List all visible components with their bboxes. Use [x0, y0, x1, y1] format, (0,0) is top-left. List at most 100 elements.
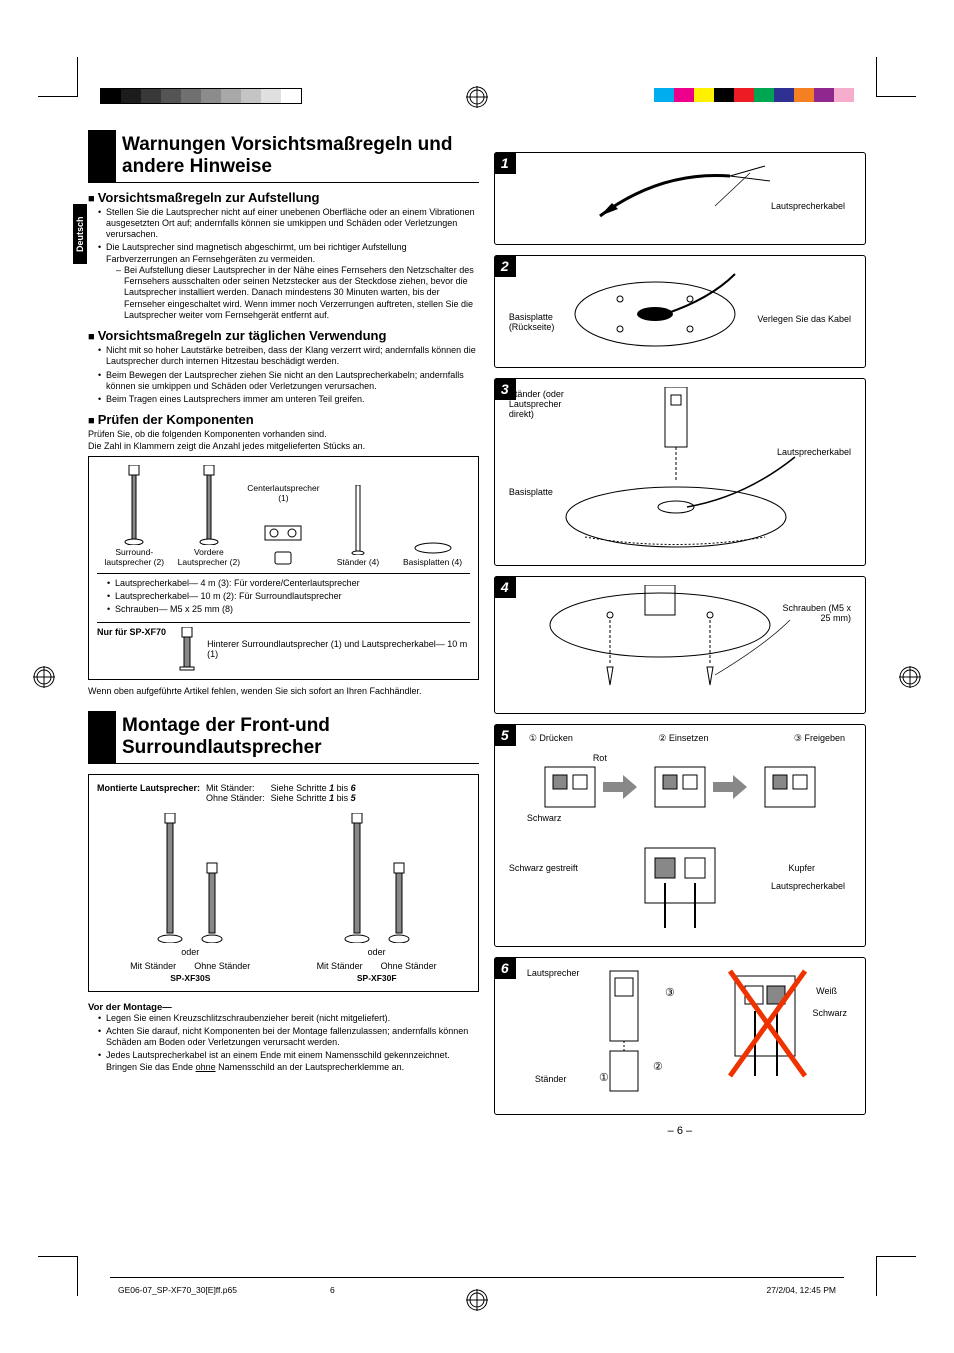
color-bar: [654, 88, 854, 102]
list-item: Beim Bewegen der Lautsprecher ziehen Sie…: [98, 370, 479, 393]
step-3: 3 Ständer (oder Lautsprecher direkt) Bas…: [494, 378, 866, 566]
label: Nur für SP-XF70: [97, 627, 166, 637]
assembly-col-right: [344, 813, 410, 943]
diagram-label: Lautsprecher: [527, 968, 580, 978]
daily-list: Nicht mit so hoher Lautstärke betreiben,…: [88, 345, 479, 405]
diagram-label: Schwarz: [527, 813, 562, 823]
terminal-closeup-diagram: [605, 843, 755, 933]
step-6: 6 ① ② ③: [494, 957, 866, 1115]
heading-setup: Vorsichtsmaßregeln zur Aufstellung: [88, 190, 479, 205]
label: Ohne Ständer:: [206, 793, 265, 803]
grayscale-bar: [100, 88, 302, 104]
step-5: 5 ① Drücken ② Einsetzen ③ Freigeben: [494, 724, 866, 947]
check-intro-2: Die Zahl in Klammern zeigt die Anzahl je…: [88, 441, 479, 452]
text: Drücken: [539, 733, 573, 743]
missing-note: Wenn oben aufgeführte Artikel fehlen, we…: [88, 686, 479, 697]
label: Hinterer Surroundlautsprecher (1) und La…: [207, 639, 470, 659]
diagram-label: Ständer: [535, 1074, 567, 1084]
stand-icon: [351, 485, 365, 555]
comp-front: Vordere Lautsprecher (2): [172, 465, 247, 567]
footer-date: 27/2/04, 12:45 PM: [767, 1285, 836, 1295]
speaker-no-stand-icon: [201, 813, 223, 943]
comp-center: Centerlautsprecher (1): [246, 483, 321, 567]
diagram-label: Ständer (oder Lautsprecher direkt): [509, 389, 589, 419]
page-content: Warnungen Vorsichtsmaßregeln und andere …: [88, 130, 866, 1260]
step-1: 1 Lautsprecherkabel: [494, 152, 866, 245]
footer-filename: GE06-07_SP-XF70_30[E]ff.p65: [118, 1285, 237, 1295]
remote-icon: [274, 551, 292, 565]
list-item: Achten Sie darauf, nicht Komponenten bei…: [98, 1026, 479, 1049]
diagram-label: Schwarz gestreift: [509, 863, 578, 873]
diagram-label: Schrauben (M5 x 25 mm): [771, 603, 851, 623]
label: Ohne Ständer: [381, 961, 437, 971]
diagram-label: Lautsprecherkabel: [771, 881, 845, 891]
list-subitem: Bei Aufstellung dieser Lautsprecher in d…: [116, 265, 479, 321]
diagram-label: Schwarz: [812, 1008, 847, 1018]
comp-xf70: Nur für SP-XF70 Hinterer Surroundlautspr…: [97, 622, 470, 671]
list-item: Nicht mit so hoher Lautstärke betreiben,…: [98, 345, 479, 368]
assembly-box: Montierte Lautsprecher: Mit Ständer: Ohn…: [88, 774, 479, 992]
diagram-label: Rot: [593, 753, 607, 763]
diagram-label: Lautsprecherkabel: [777, 447, 851, 457]
speaker-icon: [124, 465, 144, 545]
before-mount: Vor der Montage— Legen Sie einen Kreuzsc…: [88, 1002, 479, 1073]
svg-text:②: ②: [653, 1061, 663, 1073]
diagram-label: ① Drücken: [529, 733, 573, 744]
diagram-label: ② Einsetzen: [658, 733, 708, 744]
heading-assembly: Montage der Front-und Surroundlautsprech…: [88, 711, 479, 764]
list-item-text: Die Lautsprecher sind magnetisch abgesch…: [106, 242, 407, 263]
language-tab: Deutsch: [73, 204, 87, 264]
comp-stands: Ständer (4): [321, 485, 396, 567]
label: Ständer (4): [321, 557, 396, 567]
center-speaker-icon: [264, 525, 302, 541]
left-column: Warnungen Vorsichtsmaßregeln und andere …: [88, 130, 479, 1260]
assembly-col-left: [157, 813, 223, 943]
model-label: SP-XF30F: [357, 973, 397, 983]
registration-mark-icon: [466, 86, 488, 108]
label: bis: [334, 793, 351, 803]
label: Basisplatten (4): [395, 557, 470, 567]
model-label: SP-XF30S: [170, 973, 210, 983]
diagram-label: Verlegen Sie das Kabel: [757, 314, 851, 324]
crop-mark: [38, 1256, 78, 1276]
label: bis: [334, 783, 351, 793]
diagram-label: ③ Freigeben: [794, 733, 845, 744]
text: Freigeben: [804, 733, 845, 743]
list-item: Die Lautsprecher sind magnetisch abgesch…: [98, 242, 479, 321]
label: Centerlautsprecher (1): [246, 483, 321, 503]
text: Einsetzen: [669, 733, 709, 743]
heading-warnings: Warnungen Vorsichtsmaßregeln und andere …: [88, 130, 479, 183]
label: Mit Ständer: [317, 961, 363, 971]
list-item: Lautsprecherkabel— 10 m (2): Für Surroun…: [107, 591, 470, 602]
setup-list: Stellen Sie die Lautsprecher nicht auf e…: [88, 207, 479, 322]
label: oder: [368, 947, 386, 957]
heading-check: Prüfen der Komponenten: [88, 412, 479, 427]
page-number: – 6 –: [494, 1125, 866, 1137]
heading-daily: Vorsichtsmaßregeln zur täglichen Verwend…: [88, 328, 479, 343]
speaker-no-stand-icon: [388, 813, 410, 943]
label: Mit Ständer:: [206, 783, 255, 793]
list-item: Lautsprecherkabel— 4 m (3): Für vordere/…: [107, 578, 470, 589]
baseplate-diagram: [565, 264, 745, 354]
comp-surround: Surround-lautsprecher (2): [97, 465, 172, 567]
svg-text:①: ①: [599, 1072, 609, 1084]
check-intro-1: Prüfen Sie, ob die folgenden Komponenten…: [88, 429, 479, 440]
diagram-label: Basisplatte: [509, 487, 553, 497]
svg-text:③: ③: [665, 987, 675, 999]
step-num: 5: [351, 793, 356, 803]
step-4: 4 Schrauben (M5 x 25 mm): [494, 576, 866, 714]
speaker-with-stand-icon: [344, 813, 370, 943]
list-item: Stellen Sie die Lautsprecher nicht auf e…: [98, 207, 479, 241]
list-item: Schrauben— M5 x 25 mm (8): [107, 604, 470, 615]
list-item: Jedes Lautsprecherkabel ist an einem End…: [98, 1050, 479, 1073]
right-column: 1 Lautsprecherkabel 2: [494, 130, 866, 1260]
text: Namensschild an der Lautsprecherklemme a…: [216, 1062, 405, 1072]
step-num: 6: [351, 783, 356, 793]
subtitle: Vor der Montage—: [88, 1002, 479, 1013]
crop-mark: [876, 1256, 916, 1276]
list-item: Legen Sie einen Kreuzschlitzschraubenzie…: [98, 1013, 479, 1024]
label: Siehe Schritte: [271, 793, 330, 803]
label: Ohne Ständer: [194, 961, 250, 971]
label: Surround-lautsprecher (2): [97, 547, 172, 567]
components-box: Surround-lautsprecher (2) Vordere Lautsp…: [88, 456, 479, 680]
